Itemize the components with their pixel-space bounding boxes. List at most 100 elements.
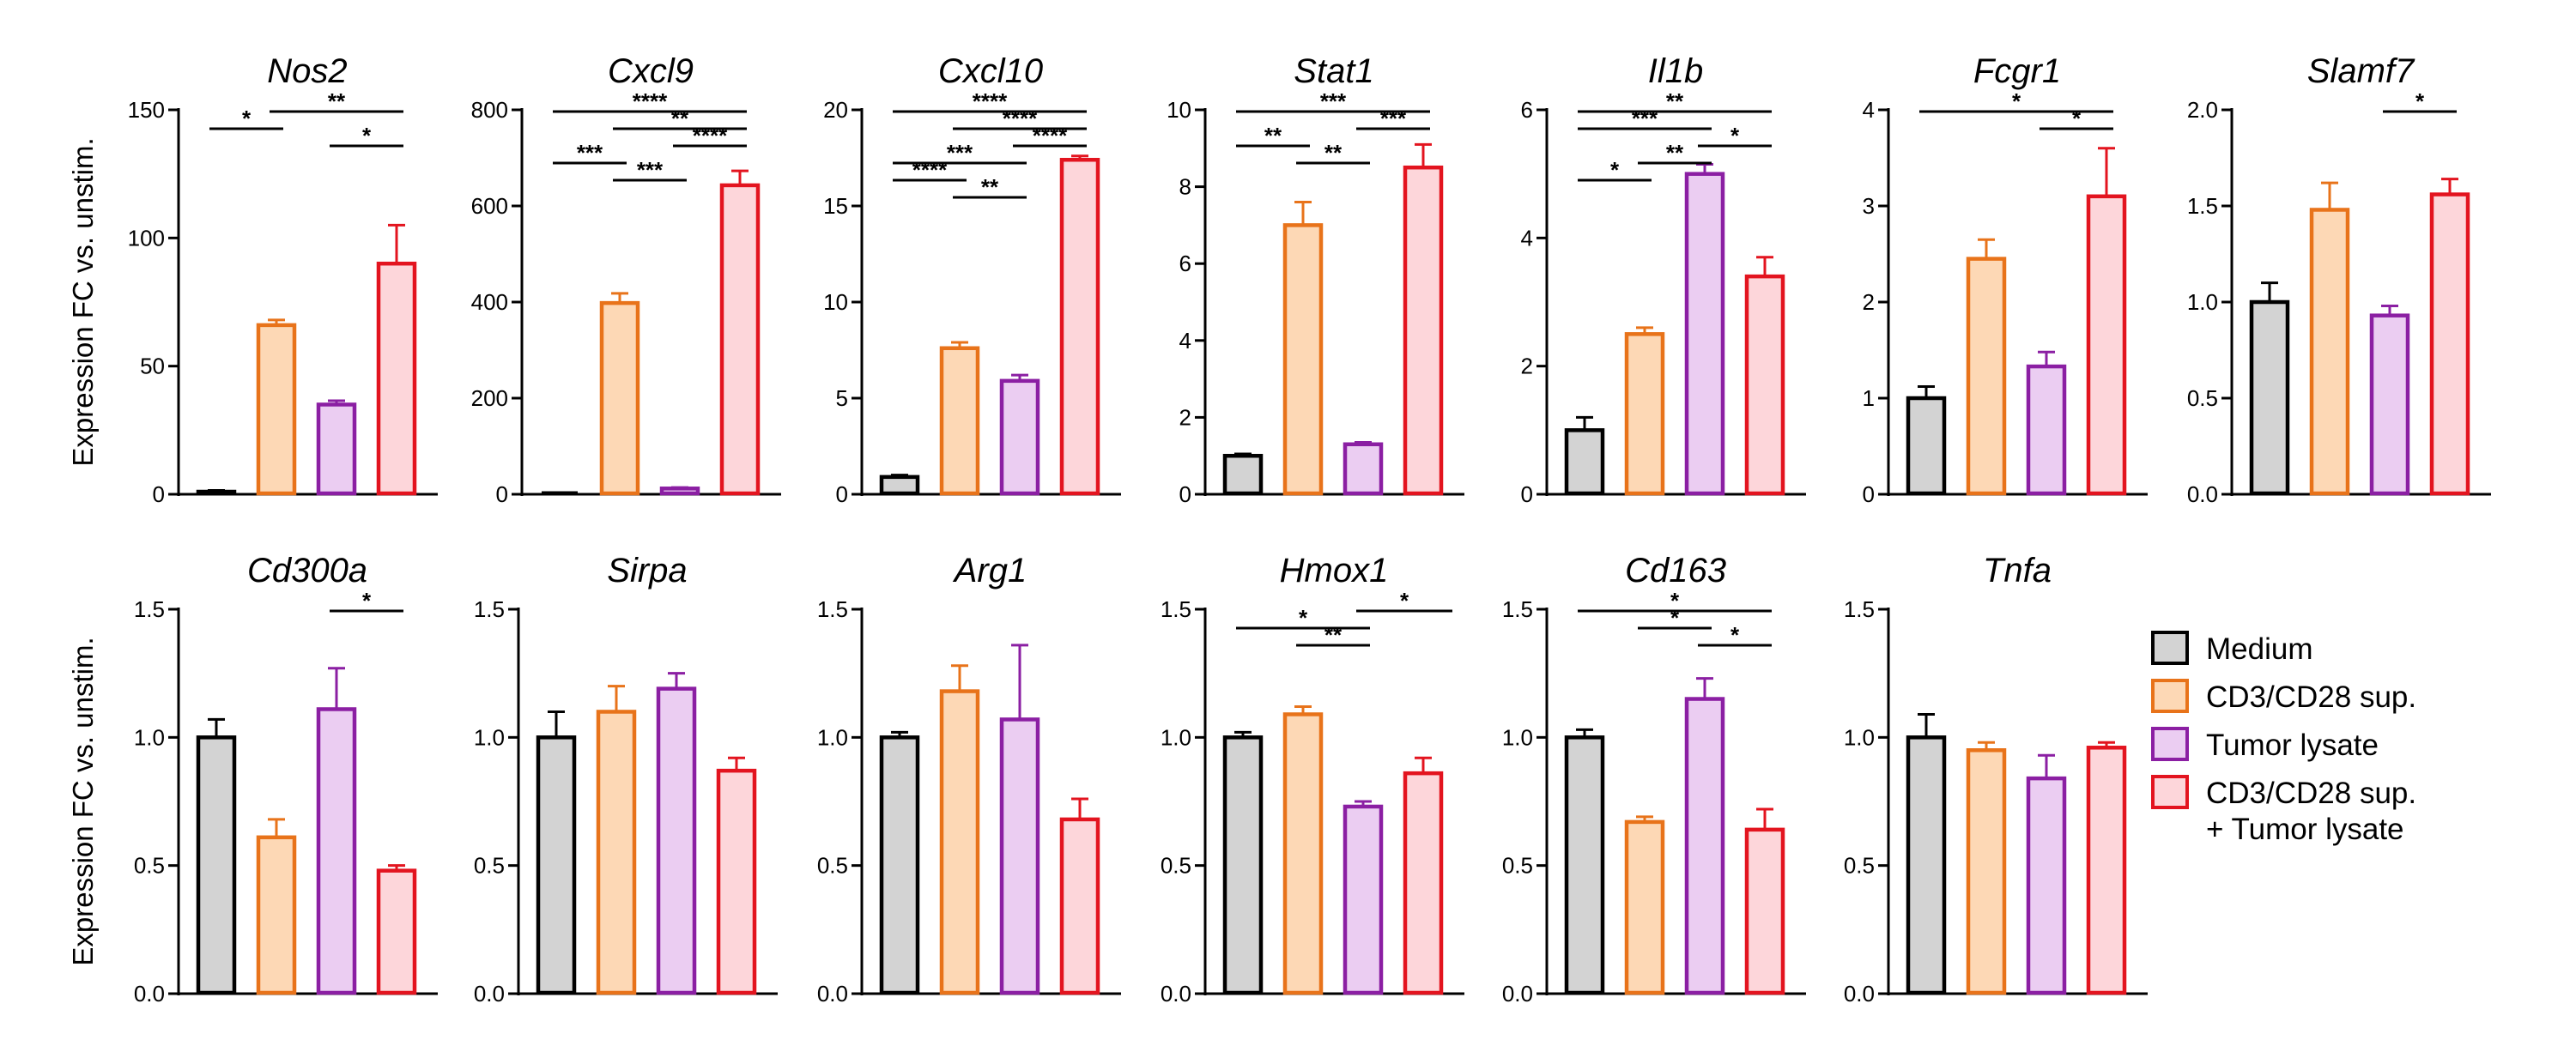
significance-label: *** — [1380, 106, 1407, 131]
y-tick-label: 0.5 — [817, 853, 848, 879]
legend-swatch — [2151, 631, 2189, 665]
y-tick-label: 1.5 — [474, 596, 505, 622]
y-tick-label: 1.0 — [1161, 724, 1191, 750]
bar-1 — [1564, 428, 1605, 496]
panel-cd300a: Cd300a 0.0 0.5 1.0 1.5 * — [134, 552, 438, 1007]
significance-label: * — [362, 588, 372, 614]
y-tick-label: 0 — [1863, 481, 1875, 507]
bar-4 — [2086, 194, 2127, 496]
bar-3 — [1343, 804, 1384, 995]
panel-title: Slamf7 — [2307, 52, 2415, 90]
significance-label: ** — [671, 106, 689, 131]
panel-title: Sirpa — [607, 552, 687, 590]
legend-label: Medium — [2206, 632, 2312, 666]
bar-4 — [376, 868, 417, 995]
y-tick-label: 2.0 — [2187, 97, 2218, 123]
panel-title: Cd163 — [1625, 552, 1726, 590]
significance-label: ** — [981, 174, 999, 200]
bar-2 — [1624, 332, 1665, 496]
bar-3 — [316, 402, 357, 496]
legend-label: CD3/CD28 sup. — [2206, 777, 2416, 810]
bar-3 — [2369, 313, 2410, 496]
significance-label: ** — [1666, 140, 1684, 166]
significance-label: ** — [1324, 140, 1343, 166]
significance-label: **** — [973, 88, 1008, 114]
panel-title: Arg1 — [953, 552, 1027, 590]
legend-item: Tumor lysate — [2151, 727, 2379, 762]
y-tick-label: 0.0 — [134, 981, 165, 1007]
y-tick-label: 1.5 — [1161, 596, 1191, 622]
y-tick-label: 0 — [496, 481, 508, 507]
panel-title: Cxcl10 — [938, 52, 1043, 90]
bar-3 — [1684, 697, 1725, 995]
bar-3 — [659, 487, 700, 496]
y-tick-label: 0.5 — [134, 853, 165, 879]
bar-2 — [596, 710, 637, 995]
y-tick-label: 150 — [128, 97, 165, 123]
bar-4 — [719, 183, 761, 496]
legend-swatch — [2151, 775, 2189, 809]
significance-label: * — [2072, 106, 2082, 131]
significance-label: *** — [1632, 106, 1658, 131]
significance-label: * — [1299, 605, 1308, 631]
bar-3 — [1684, 172, 1725, 496]
y-tick-label: 5 — [836, 385, 848, 411]
y-tick-label: 0 — [836, 481, 848, 507]
y-tick-label: 1.0 — [2187, 289, 2218, 315]
y-axis-label: Expression FC vs. unstim. — [67, 137, 99, 466]
legend-label: Tumor lysate — [2206, 729, 2379, 762]
y-tick-label: 0.0 — [1844, 981, 1875, 1007]
bar-4 — [716, 768, 757, 995]
y-tick-label: 0 — [1521, 481, 1533, 507]
bar-2 — [256, 835, 297, 995]
significance-label: **** — [1003, 106, 1038, 131]
y-tick-label: 0 — [1179, 481, 1191, 507]
bar-2 — [599, 300, 640, 496]
y-tick-label: 20 — [823, 97, 848, 123]
panel-title: Cxcl9 — [608, 52, 694, 90]
bar-1 — [879, 735, 920, 995]
bar-3 — [316, 707, 357, 995]
bar-3 — [999, 717, 1040, 995]
significance-label: * — [1730, 622, 1740, 648]
y-tick-label: 1.5 — [1502, 596, 1533, 622]
bar-2 — [1966, 748, 2007, 995]
y-tick-label: 15 — [823, 193, 848, 219]
significance-label: *** — [637, 157, 664, 183]
bar-4 — [376, 261, 417, 496]
panel-arg1: Arg1 0.0 0.5 1.0 1.5 — [817, 552, 1121, 1007]
significance-label: ** — [1264, 123, 1282, 148]
y-tick-label: 1.0 — [134, 724, 165, 750]
y-tick-label: 0.0 — [2187, 481, 2218, 507]
bar-4 — [1744, 827, 1785, 995]
significance-label: * — [2415, 88, 2425, 114]
y-tick-label: 50 — [140, 354, 165, 379]
legend-swatch — [2151, 727, 2189, 761]
bar-4 — [2429, 192, 2470, 496]
y-tick-label: 0 — [153, 481, 165, 507]
significance-label: * — [1730, 123, 1740, 148]
panel-title: Hmox1 — [1280, 552, 1389, 590]
y-tick-label: 2 — [1179, 404, 1191, 430]
bar-2 — [256, 323, 297, 496]
bar-3 — [656, 686, 697, 995]
y-tick-label: 3 — [1863, 193, 1875, 219]
y-tick-label: 1.5 — [2187, 193, 2218, 219]
bar-2 — [939, 346, 980, 496]
panel-title: Stat1 — [1294, 52, 1373, 90]
significance-label: * — [362, 123, 372, 148]
significance-label: ** — [1324, 622, 1343, 648]
legend-label: CD3/CD28 sup. — [2206, 680, 2416, 714]
panel-title: Cd300a — [247, 552, 367, 590]
panel-slamf7: Slamf7 0.0 0.5 1.0 1.5 2.0 * — [2187, 52, 2491, 507]
bar-1 — [2249, 299, 2290, 496]
y-tick-label: 1.5 — [134, 596, 165, 622]
